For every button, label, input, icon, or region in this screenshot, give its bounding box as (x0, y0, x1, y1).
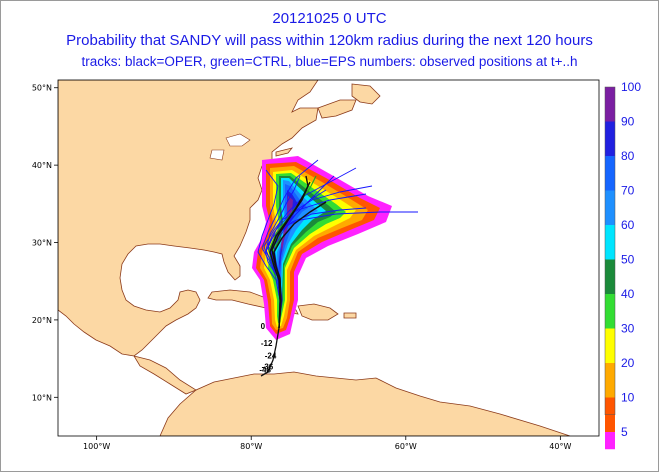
colorbar-swatch (605, 259, 615, 294)
colorbar-swatch (605, 121, 615, 156)
forecast-tracks (257, 159, 418, 377)
colorbar-tick-label: 60 (621, 218, 635, 232)
map-title-date: 20121025 0 UTC (272, 10, 387, 27)
colorbar-outline (604, 86, 616, 415)
south-america-landmass (159, 371, 571, 436)
colorbar-tick-label: 40 (621, 287, 635, 301)
observed-position-label: -24 (265, 352, 277, 361)
oper-tracks (269, 175, 327, 329)
colorbar-tick-label: 30 (621, 322, 635, 336)
colorbar-swatch (605, 294, 615, 329)
observed-track (260, 327, 280, 377)
lat-tick-label: 20°N (32, 316, 52, 325)
lon-tick-label: 40°W (549, 442, 571, 451)
north-america-landmass (58, 80, 319, 357)
map-title-legend-note: tracks: black=OPER, green=CTRL, blue=EPS… (81, 54, 578, 69)
colorbar-tick-label: 5 (621, 425, 628, 439)
observed-position-label: 0 (261, 322, 266, 331)
longitude-axis: 100°W 80°W 60°W 40°W (83, 436, 571, 451)
map-border (57, 79, 600, 437)
colorbar-swatch (605, 363, 615, 398)
lat-tick-label: 10°N (32, 393, 52, 402)
colorbar-tick-label: 10 (621, 391, 635, 405)
observed-position-label: -12 (261, 339, 273, 348)
map-title-probability: Probability that SANDY will pass within … (66, 32, 593, 49)
colorbar-tick-label: 100 (621, 80, 641, 94)
newfoundland (351, 83, 381, 105)
colorbar-swatch (605, 225, 615, 260)
lon-tick-label: 60°W (395, 442, 417, 451)
observed-position-label: -48 (259, 366, 271, 375)
lon-tick-label: 80°W (240, 442, 262, 451)
central-america-isthmus (133, 355, 197, 395)
colorbar-tick-label: 20 (621, 356, 635, 370)
colorbar-tick-label: 80 (621, 149, 635, 163)
colorbar-tick-label: 90 (621, 115, 635, 129)
probability-band-80 (278, 184, 308, 290)
probability-colorbar: 100 90 80 70 60 50 40 30 20 10 5 (604, 80, 641, 450)
nova-scotia (317, 99, 357, 119)
colorbar-tick-label: 50 (621, 253, 635, 267)
puerto-rico (343, 312, 357, 319)
colorbar-swatch (605, 432, 615, 450)
lat-tick-label: 50°N (32, 84, 52, 93)
latitude-axis: 50°N 40°N 30°N 20°N 10°N (32, 84, 58, 402)
lon-tick-label: 100°W (83, 442, 110, 451)
colorbar-swatch (605, 190, 615, 225)
observed-position-labels: 0 -12 -24-36-48 (259, 322, 277, 374)
colorbar-swatch (605, 87, 615, 122)
colorbar-swatch (605, 328, 615, 363)
colorbar-tick-label: 70 (621, 184, 635, 198)
colorbar-swatch (605, 156, 615, 191)
long-island (275, 147, 294, 157)
lat-tick-label: 30°N (32, 239, 52, 248)
observed-position-label: -36 (262, 362, 274, 371)
hispaniola (297, 303, 339, 321)
great-lakes (209, 133, 251, 161)
lat-tick-label: 40°N (32, 161, 52, 170)
